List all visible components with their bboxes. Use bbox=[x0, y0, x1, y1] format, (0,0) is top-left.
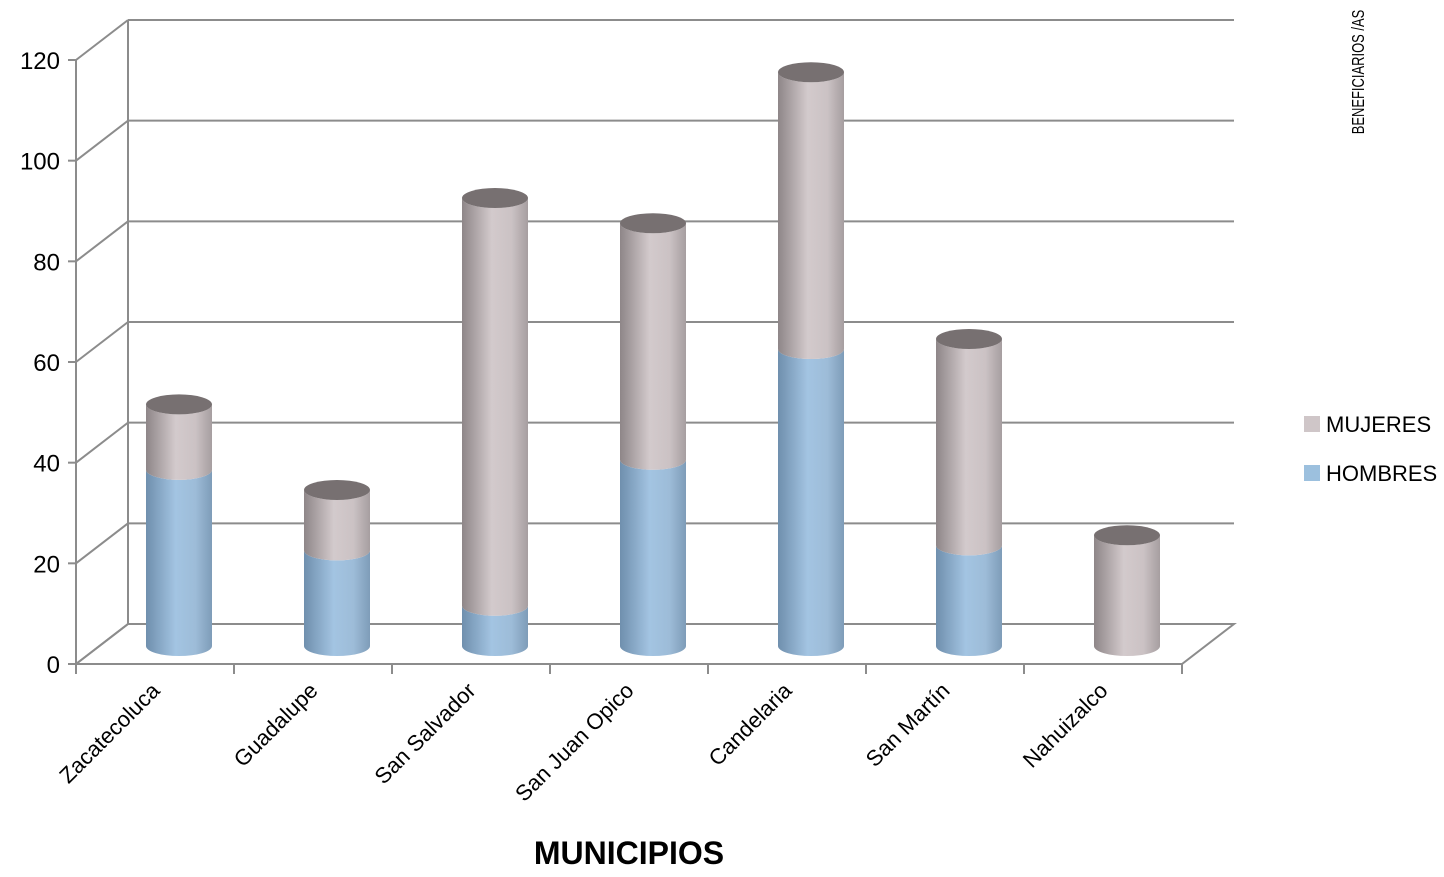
gridline-side bbox=[75, 220, 129, 263]
x-tick-label: Guadalupe bbox=[229, 678, 323, 772]
x-axis-title: MUNICIPIOS bbox=[534, 835, 724, 871]
bar-mujeres bbox=[304, 489, 370, 561]
legend-label: HOMBRES bbox=[1326, 461, 1437, 486]
y-axis-title: BENEFICIARIOS /AS bbox=[1349, 10, 1369, 135]
bar-mujeres bbox=[620, 223, 686, 470]
y-tick-label: 0 bbox=[47, 652, 60, 679]
y-tick-label: 40 bbox=[33, 451, 60, 478]
bar-top-cap bbox=[1094, 525, 1160, 546]
y-tick-label: 20 bbox=[33, 551, 60, 578]
x-tick-label: San Juan Opico bbox=[510, 678, 638, 806]
bar-hombres bbox=[620, 459, 686, 656]
bar-mujeres bbox=[778, 72, 844, 360]
gridline-side bbox=[75, 421, 129, 464]
bar-top-cap bbox=[936, 328, 1002, 349]
gridline-side bbox=[75, 19, 129, 61]
bar-hombres bbox=[778, 349, 844, 656]
y-tick-label: 60 bbox=[33, 350, 60, 377]
bar-top-cap bbox=[620, 213, 686, 234]
x-tick-label: Nahuizalco bbox=[1018, 678, 1113, 773]
bar-top-cap bbox=[778, 62, 844, 83]
gridline-side bbox=[75, 119, 129, 162]
gridline-side bbox=[75, 522, 129, 565]
bar-top-cap bbox=[304, 479, 370, 500]
x-tick-label: Zacatecoluca bbox=[54, 677, 165, 788]
y-tick-label: 100 bbox=[20, 149, 60, 176]
legend: MUJERES HOMBRES bbox=[1304, 412, 1437, 486]
x-tick-label: San Salvador bbox=[369, 678, 480, 789]
bar-hombres bbox=[936, 545, 1002, 656]
bar-top-cap bbox=[462, 188, 528, 209]
y-tick-label: 120 bbox=[20, 48, 60, 75]
y-tick-label: 80 bbox=[33, 249, 60, 276]
bar-mujeres bbox=[146, 404, 212, 480]
legend-swatch bbox=[1304, 465, 1320, 481]
gridline-side bbox=[75, 321, 129, 363]
legend-swatch bbox=[1304, 416, 1320, 432]
x-tick-label: Candelaria bbox=[704, 677, 797, 770]
bar-hombres bbox=[462, 605, 528, 656]
bar-hombres bbox=[304, 550, 370, 656]
bar-hombres bbox=[146, 469, 212, 656]
legend-label: MUJERES bbox=[1326, 412, 1431, 437]
bar-mujeres bbox=[462, 198, 528, 616]
x-tick-label: San Martín bbox=[861, 678, 955, 772]
bar-mujeres bbox=[936, 338, 1002, 556]
chart-bars bbox=[146, 62, 1160, 656]
bar-mujeres bbox=[1094, 535, 1160, 656]
bar-top-cap bbox=[146, 394, 212, 415]
